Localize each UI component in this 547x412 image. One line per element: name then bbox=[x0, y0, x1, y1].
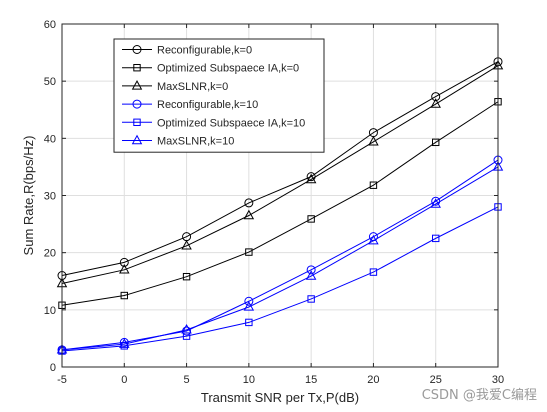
x-axis-label: Transmit SNR per Tx,P(dB) bbox=[201, 390, 359, 405]
square-marker bbox=[307, 295, 315, 303]
circle-marker bbox=[306, 265, 316, 275]
y-tick-label: 40 bbox=[44, 133, 56, 145]
y-tick-label: 50 bbox=[44, 76, 56, 88]
triangle-marker bbox=[243, 301, 255, 311]
series-line bbox=[61, 101, 499, 306]
legend-box bbox=[113, 38, 325, 153]
x-tick-label: 10 bbox=[243, 374, 255, 386]
triangle-marker bbox=[368, 135, 379, 146]
y-tick-label: 20 bbox=[44, 248, 56, 260]
legend-label: Reconfigurable,k=0 bbox=[157, 45, 252, 57]
series-2 bbox=[58, 98, 502, 309]
triangle-marker bbox=[243, 209, 255, 220]
triangle-marker bbox=[430, 98, 441, 108]
square-marker bbox=[369, 181, 378, 189]
y-tick-label: 0 bbox=[50, 362, 56, 374]
square-marker bbox=[133, 118, 141, 126]
circle-marker bbox=[132, 45, 142, 54]
legend: Reconfigurable,k=0 Optimized Subspaece IA… bbox=[113, 38, 325, 153]
x-tick-label: 5 bbox=[184, 374, 190, 386]
square-marker bbox=[182, 272, 191, 281]
series-line bbox=[61, 159, 499, 351]
watermark: CSDN @我爱C编程 bbox=[421, 388, 537, 403]
x-tick-label: 25 bbox=[430, 374, 442, 386]
legend-label: MaxSLNR,k=10 bbox=[157, 136, 234, 148]
square-marker bbox=[307, 215, 315, 223]
series-6 bbox=[56, 161, 504, 354]
square-marker bbox=[245, 248, 253, 256]
circle-marker bbox=[132, 99, 142, 109]
square-marker bbox=[432, 234, 440, 243]
x-tick-label: -5 bbox=[57, 374, 67, 386]
square-marker bbox=[120, 291, 128, 300]
triangle-marker bbox=[131, 134, 143, 145]
x-tick-label: 20 bbox=[367, 374, 379, 386]
x-tick-label: 30 bbox=[492, 374, 504, 386]
triangle-marker bbox=[430, 198, 441, 208]
series-line bbox=[61, 61, 499, 277]
circle-marker bbox=[244, 296, 254, 306]
triangle-marker bbox=[305, 173, 317, 184]
series-line bbox=[61, 65, 499, 285]
square-marker bbox=[432, 138, 440, 147]
triangle-marker bbox=[368, 234, 379, 245]
square-marker bbox=[245, 318, 253, 327]
legend-item: Reconfigurable,k=10 bbox=[122, 99, 258, 111]
legend-item: Optimized Subspaece IA,k=10 bbox=[122, 117, 305, 129]
legend-item: MaxSLNR,k=10 bbox=[122, 134, 234, 148]
square-marker bbox=[133, 64, 141, 72]
legend-item: Reconfigurable,k=0 bbox=[122, 45, 252, 57]
series-line bbox=[61, 166, 499, 351]
y-tick-label: 60 bbox=[44, 19, 56, 31]
x-tick-label: 0 bbox=[121, 374, 127, 386]
series-5 bbox=[58, 203, 502, 355]
y-tick-label: 30 bbox=[44, 191, 56, 203]
y-tick-label: 10 bbox=[44, 305, 56, 317]
legend-label: Optimized Subspaece IA,k=0 bbox=[157, 63, 299, 75]
triangle-marker bbox=[181, 239, 192, 250]
legend-item: Optimized Subspaece IA,k=0 bbox=[122, 63, 299, 75]
triangle-marker bbox=[131, 80, 143, 90]
circle-marker bbox=[119, 257, 129, 267]
circle-marker bbox=[431, 92, 441, 102]
triangle-marker bbox=[181, 324, 192, 334]
x-tick-label: 15 bbox=[305, 374, 317, 386]
triangle-marker bbox=[119, 263, 130, 274]
square-marker bbox=[369, 268, 378, 276]
series-line bbox=[61, 206, 499, 352]
legend-item: MaxSLNR,k=0 bbox=[122, 80, 228, 93]
legend-label: Reconfigurable,k=10 bbox=[157, 99, 258, 111]
triangle-marker bbox=[119, 338, 130, 348]
y-axis-label: Sum Rate,R(bps/Hz) bbox=[21, 136, 36, 256]
legend-label: MaxSLNR,k=0 bbox=[157, 81, 228, 93]
triangle-marker bbox=[305, 270, 317, 280]
legend-label: Optimized Subspaece IA,k=10 bbox=[157, 117, 305, 129]
circle-marker bbox=[244, 198, 254, 208]
